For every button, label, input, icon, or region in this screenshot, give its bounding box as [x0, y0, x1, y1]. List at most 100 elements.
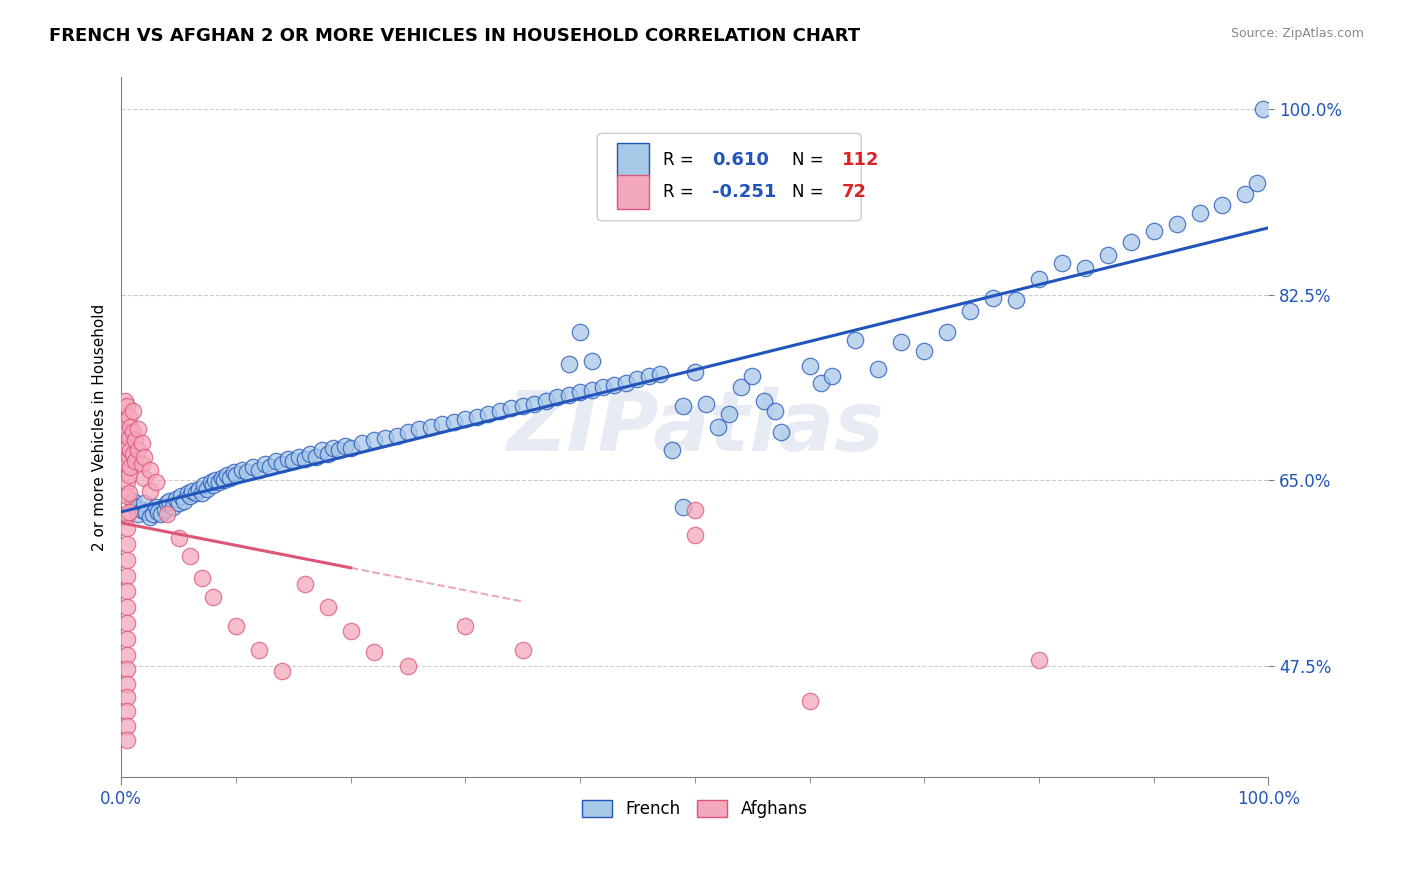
Point	[121, 494, 143, 508]
Point	[454, 411, 477, 425]
Point	[730, 380, 752, 394]
Point	[127, 507, 149, 521]
Point	[557, 357, 579, 371]
Point	[211, 471, 233, 485]
Point	[156, 507, 179, 521]
Point	[118, 409, 141, 424]
Point	[844, 333, 866, 347]
Point	[127, 422, 149, 436]
Point	[1211, 197, 1233, 211]
Point	[222, 465, 245, 479]
Point	[167, 496, 190, 510]
Point	[118, 486, 141, 500]
Point	[153, 503, 176, 517]
Point	[219, 471, 242, 485]
Point	[193, 478, 215, 492]
Point	[557, 388, 579, 402]
Text: N =: N =	[793, 183, 830, 201]
Point	[581, 383, 603, 397]
Point	[247, 462, 270, 476]
Point	[121, 447, 143, 461]
Point	[1188, 206, 1211, 220]
Point	[810, 376, 832, 390]
Point	[131, 457, 153, 471]
Point	[118, 431, 141, 445]
Point	[124, 454, 146, 468]
Point	[162, 500, 184, 514]
Point	[270, 457, 292, 471]
Point	[115, 489, 138, 503]
Point	[181, 483, 204, 498]
Point	[135, 505, 157, 519]
Point	[115, 552, 138, 566]
Point	[184, 486, 207, 500]
Point	[626, 372, 648, 386]
Point	[115, 457, 138, 471]
Point	[512, 399, 534, 413]
Point	[477, 408, 499, 422]
Point	[115, 732, 138, 747]
Point	[374, 431, 396, 445]
Point	[167, 532, 190, 546]
Point	[131, 436, 153, 450]
Point	[316, 600, 339, 615]
Point	[706, 420, 728, 434]
Point	[115, 507, 138, 521]
Point	[546, 391, 568, 405]
Point	[115, 632, 138, 646]
Text: ZIPatlas: ZIPatlas	[506, 386, 884, 467]
Point	[115, 537, 138, 551]
Point	[215, 467, 238, 482]
Point	[115, 616, 138, 631]
Point	[259, 460, 281, 475]
Point	[165, 492, 187, 507]
Point	[118, 450, 141, 464]
Point	[614, 376, 637, 390]
Point	[156, 496, 179, 510]
Point	[799, 693, 821, 707]
Point	[868, 362, 890, 376]
Point	[299, 447, 322, 461]
Point	[420, 420, 443, 434]
Text: 112: 112	[842, 151, 879, 169]
Point	[190, 571, 212, 585]
Text: N =: N =	[793, 151, 830, 169]
Point	[115, 521, 138, 535]
Point	[339, 624, 361, 638]
Point	[465, 409, 488, 424]
Point	[157, 494, 180, 508]
Point	[134, 450, 156, 464]
Point	[188, 482, 211, 496]
Point	[661, 443, 683, 458]
Point	[763, 404, 786, 418]
Point	[200, 475, 222, 490]
Point	[115, 662, 138, 676]
Text: Source: ZipAtlas.com: Source: ZipAtlas.com	[1230, 27, 1364, 40]
Point	[396, 658, 419, 673]
Point	[363, 433, 385, 447]
Point	[683, 503, 706, 517]
Point	[115, 399, 138, 413]
Point	[242, 460, 264, 475]
Text: -0.251: -0.251	[711, 183, 776, 201]
FancyBboxPatch shape	[617, 144, 650, 177]
Point	[146, 505, 169, 519]
FancyBboxPatch shape	[617, 176, 650, 209]
Point	[363, 645, 385, 659]
Point	[139, 483, 162, 498]
Point	[769, 425, 792, 440]
Point	[195, 482, 218, 496]
Point	[501, 401, 523, 415]
Point	[534, 393, 557, 408]
Point	[142, 507, 165, 521]
Point	[139, 462, 162, 476]
Point	[322, 442, 344, 456]
Point	[523, 397, 546, 411]
Point	[1050, 256, 1073, 270]
Point	[118, 467, 141, 482]
Point	[1234, 187, 1257, 202]
Text: 72: 72	[842, 183, 866, 201]
Point	[581, 354, 603, 368]
Point	[277, 452, 299, 467]
Point	[190, 486, 212, 500]
